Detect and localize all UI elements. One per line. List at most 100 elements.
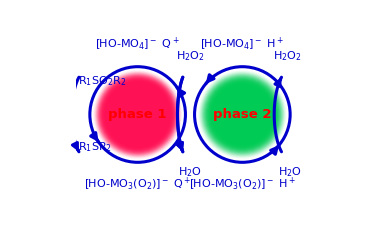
Circle shape bbox=[208, 80, 277, 149]
Circle shape bbox=[226, 98, 259, 131]
Circle shape bbox=[203, 75, 282, 154]
Circle shape bbox=[93, 71, 182, 158]
Circle shape bbox=[137, 114, 138, 115]
Circle shape bbox=[211, 83, 274, 146]
Text: R$_1$SR$_2$: R$_1$SR$_2$ bbox=[79, 141, 112, 154]
Circle shape bbox=[240, 112, 245, 117]
Circle shape bbox=[211, 83, 274, 146]
Circle shape bbox=[103, 80, 172, 149]
Circle shape bbox=[105, 82, 170, 147]
Circle shape bbox=[130, 107, 145, 122]
Circle shape bbox=[135, 112, 140, 117]
Circle shape bbox=[213, 85, 272, 144]
Circle shape bbox=[222, 94, 263, 135]
Circle shape bbox=[212, 84, 273, 145]
Circle shape bbox=[111, 88, 164, 141]
Circle shape bbox=[216, 88, 269, 141]
Circle shape bbox=[133, 110, 142, 119]
Circle shape bbox=[205, 77, 280, 152]
Circle shape bbox=[122, 99, 153, 130]
Circle shape bbox=[100, 76, 176, 153]
Circle shape bbox=[204, 76, 281, 153]
Circle shape bbox=[201, 73, 284, 156]
Text: H$_2$O: H$_2$O bbox=[278, 166, 301, 180]
Text: H$_2$O: H$_2$O bbox=[178, 166, 202, 180]
Circle shape bbox=[117, 94, 158, 135]
Circle shape bbox=[231, 103, 254, 126]
Circle shape bbox=[204, 76, 280, 153]
Circle shape bbox=[229, 101, 256, 128]
Circle shape bbox=[99, 76, 176, 153]
Circle shape bbox=[233, 105, 252, 124]
Circle shape bbox=[131, 108, 144, 121]
Circle shape bbox=[113, 90, 162, 139]
Circle shape bbox=[135, 112, 141, 117]
Circle shape bbox=[103, 80, 173, 149]
Circle shape bbox=[223, 95, 261, 134]
Circle shape bbox=[207, 80, 277, 149]
Circle shape bbox=[101, 78, 174, 151]
Circle shape bbox=[107, 84, 168, 145]
Circle shape bbox=[239, 112, 245, 117]
Circle shape bbox=[201, 74, 283, 155]
Circle shape bbox=[94, 71, 181, 158]
Circle shape bbox=[118, 95, 157, 134]
Circle shape bbox=[127, 104, 148, 125]
Circle shape bbox=[220, 93, 264, 136]
Circle shape bbox=[112, 89, 163, 140]
Text: phase 1: phase 1 bbox=[108, 108, 167, 121]
Circle shape bbox=[110, 87, 165, 142]
Circle shape bbox=[199, 71, 286, 158]
Circle shape bbox=[206, 78, 279, 151]
Circle shape bbox=[242, 114, 243, 115]
Circle shape bbox=[239, 111, 246, 118]
Circle shape bbox=[228, 100, 257, 129]
Circle shape bbox=[131, 108, 144, 121]
Circle shape bbox=[136, 113, 139, 116]
Circle shape bbox=[210, 82, 275, 147]
Circle shape bbox=[126, 103, 149, 126]
Circle shape bbox=[104, 81, 171, 148]
Circle shape bbox=[224, 96, 261, 133]
Circle shape bbox=[97, 74, 178, 155]
Circle shape bbox=[209, 81, 276, 148]
Circle shape bbox=[124, 101, 151, 128]
Circle shape bbox=[100, 77, 175, 152]
Circle shape bbox=[122, 98, 154, 131]
Circle shape bbox=[114, 91, 161, 138]
Circle shape bbox=[95, 72, 180, 157]
Circle shape bbox=[134, 111, 141, 118]
Circle shape bbox=[116, 93, 160, 136]
Circle shape bbox=[119, 96, 156, 133]
Circle shape bbox=[219, 91, 266, 138]
Circle shape bbox=[123, 100, 152, 129]
Circle shape bbox=[227, 99, 258, 130]
Circle shape bbox=[223, 95, 262, 134]
Circle shape bbox=[207, 79, 278, 150]
Circle shape bbox=[109, 86, 166, 143]
Circle shape bbox=[119, 95, 157, 134]
Circle shape bbox=[230, 102, 255, 127]
Circle shape bbox=[106, 83, 169, 146]
Text: [HO-MO$_3$(O$_2$)]$^-$ H$^+$: [HO-MO$_3$(O$_2$)]$^-$ H$^+$ bbox=[189, 176, 296, 193]
Circle shape bbox=[125, 102, 150, 127]
Circle shape bbox=[202, 74, 283, 155]
Circle shape bbox=[98, 75, 177, 154]
Circle shape bbox=[218, 90, 267, 139]
Circle shape bbox=[102, 79, 173, 150]
Circle shape bbox=[129, 106, 146, 123]
Text: [HO-MO$_4$]$^-$ H$^+$: [HO-MO$_4$]$^-$ H$^+$ bbox=[200, 36, 285, 53]
Text: phase 2: phase 2 bbox=[213, 108, 272, 121]
Circle shape bbox=[236, 108, 249, 121]
Circle shape bbox=[233, 105, 252, 124]
Circle shape bbox=[115, 92, 160, 137]
Circle shape bbox=[217, 89, 268, 140]
Circle shape bbox=[109, 86, 166, 143]
Circle shape bbox=[97, 74, 179, 155]
Circle shape bbox=[128, 105, 147, 124]
Circle shape bbox=[241, 113, 244, 116]
Circle shape bbox=[232, 104, 253, 125]
Circle shape bbox=[96, 73, 179, 156]
Circle shape bbox=[220, 92, 265, 137]
Circle shape bbox=[120, 97, 155, 132]
